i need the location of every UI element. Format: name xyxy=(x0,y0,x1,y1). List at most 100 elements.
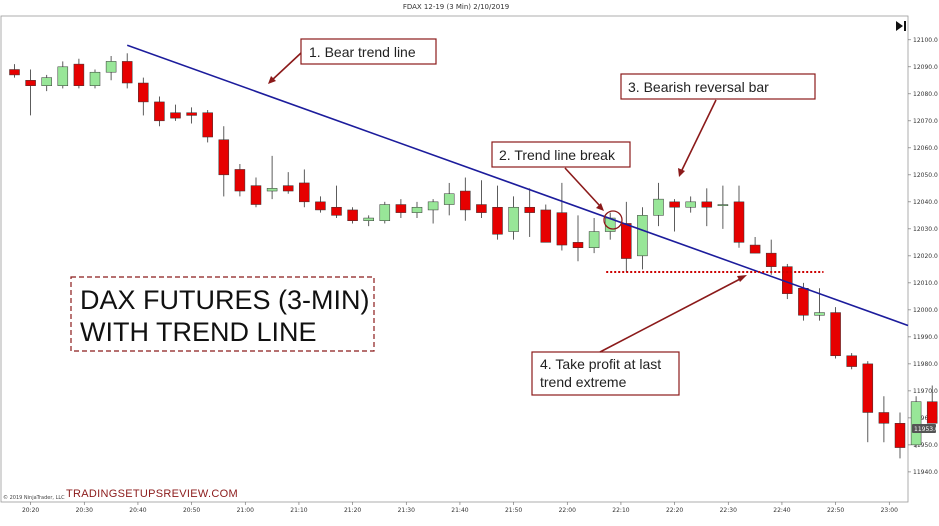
candle-body xyxy=(347,209,358,221)
x-tick-label: 20:50 xyxy=(183,507,200,514)
candle xyxy=(894,412,906,459)
y-tick-label: 11990.0 xyxy=(913,334,938,341)
candle xyxy=(234,164,246,197)
candle-body xyxy=(540,209,552,243)
candle-body xyxy=(121,61,133,84)
candle-body xyxy=(621,223,632,259)
candle xyxy=(395,199,407,219)
x-tick-label: 22:30 xyxy=(720,507,737,514)
candle xyxy=(846,353,857,370)
price-marker: 11953.0 xyxy=(912,424,939,433)
candle xyxy=(749,236,761,254)
y-tick-label: 11980.0 xyxy=(913,361,938,368)
candle-body xyxy=(846,355,857,367)
candle-body xyxy=(138,82,149,103)
candle-body xyxy=(717,204,729,206)
main-label-line1: DAX FUTURES (3-MIN) xyxy=(80,285,370,315)
candle-body xyxy=(701,201,713,208)
callout-3-text: 3. Bearish reversal bar xyxy=(628,79,769,95)
price-marker-label: 11953.0 xyxy=(914,426,939,433)
candle xyxy=(685,196,696,213)
candle xyxy=(315,196,326,213)
candle-body xyxy=(234,169,246,192)
candle xyxy=(653,182,664,227)
candle xyxy=(540,204,552,243)
candle-body xyxy=(170,112,181,119)
candle-body xyxy=(9,69,20,76)
candle-body xyxy=(878,412,890,424)
candle-body xyxy=(218,139,230,176)
x-tick-label: 22:00 xyxy=(559,507,576,514)
candle xyxy=(282,172,294,194)
candle-body xyxy=(363,217,374,221)
candle xyxy=(186,107,197,124)
candle xyxy=(218,126,230,197)
callout-1: 1. Bear trend line xyxy=(268,38,437,84)
candle xyxy=(492,185,503,240)
callout-3: 3. Bearish reversal bar xyxy=(620,73,816,177)
y-tick-label: 12070.0 xyxy=(913,118,938,125)
candle xyxy=(202,110,213,143)
candle-body xyxy=(524,206,535,213)
main-label-box: DAX FUTURES (3-MIN) WITH TREND LINE xyxy=(70,276,375,352)
x-tick-label: 20:30 xyxy=(76,507,93,514)
candle xyxy=(73,58,85,89)
candle xyxy=(41,74,52,92)
candle xyxy=(862,361,874,443)
watermark-text: TRADINGSETUPSREVIEW.COM xyxy=(66,488,238,500)
candle xyxy=(105,56,117,81)
y-tick-label: 11960.0 xyxy=(913,415,938,422)
x-tick-label: 21:00 xyxy=(237,507,254,514)
y-tick-label: 11950.0 xyxy=(913,442,938,449)
callout-4: 4. Take profit at last trend extreme xyxy=(531,275,747,396)
callout-4-text-line1: 4. Take profit at last xyxy=(540,356,661,372)
candle-body xyxy=(588,231,600,248)
y-tick-label: 12080.0 xyxy=(913,91,938,98)
candle-body xyxy=(749,244,761,254)
collapse-icon[interactable] xyxy=(896,21,906,31)
x-tick-label: 23:00 xyxy=(881,507,898,514)
candle xyxy=(250,177,262,208)
candle-body xyxy=(926,401,938,424)
candle-body xyxy=(443,193,455,205)
candle-body xyxy=(814,312,825,316)
candle-body xyxy=(830,312,841,357)
candle-body xyxy=(460,190,471,211)
candle-body xyxy=(41,77,52,86)
candle-body xyxy=(798,288,809,316)
candle-body xyxy=(685,201,696,208)
y-tick-label: 12060.0 xyxy=(913,145,938,152)
candle xyxy=(572,215,584,262)
candle xyxy=(733,185,745,248)
candle-body xyxy=(379,204,391,221)
candle-body xyxy=(508,206,519,232)
candle xyxy=(299,169,310,208)
candle xyxy=(637,207,648,270)
x-tick-label: 21:10 xyxy=(290,507,307,514)
callout-1-text: 1. Bear trend line xyxy=(309,44,416,60)
candle xyxy=(411,201,423,219)
candle xyxy=(363,215,374,227)
y-tick-label: 11970.0 xyxy=(913,388,938,395)
candle-body xyxy=(105,61,117,73)
y-tick-label: 12090.0 xyxy=(913,64,938,71)
callout-2: 2. Trend line break xyxy=(491,141,631,211)
candle-body xyxy=(154,101,165,122)
candle xyxy=(154,96,165,127)
candle-body xyxy=(411,206,423,213)
candle xyxy=(701,188,713,227)
plot-border xyxy=(0,15,909,503)
candle-body xyxy=(250,185,262,205)
y-tick-label: 12010.0 xyxy=(913,280,938,287)
candle xyxy=(266,155,278,200)
x-tick-label: 21:40 xyxy=(451,507,468,514)
candle xyxy=(25,69,36,116)
candle-body xyxy=(395,204,407,213)
y-tick-label: 11940.0 xyxy=(913,469,938,476)
candle-body xyxy=(315,201,326,211)
candle-body xyxy=(637,215,648,257)
candle-body xyxy=(202,112,213,138)
candle-body xyxy=(894,423,906,448)
y-axis: 11940.0 11950.0 11960.0 11970.0 11980.0 11990… xyxy=(908,37,938,476)
x-tick-label: 21:20 xyxy=(344,507,361,514)
